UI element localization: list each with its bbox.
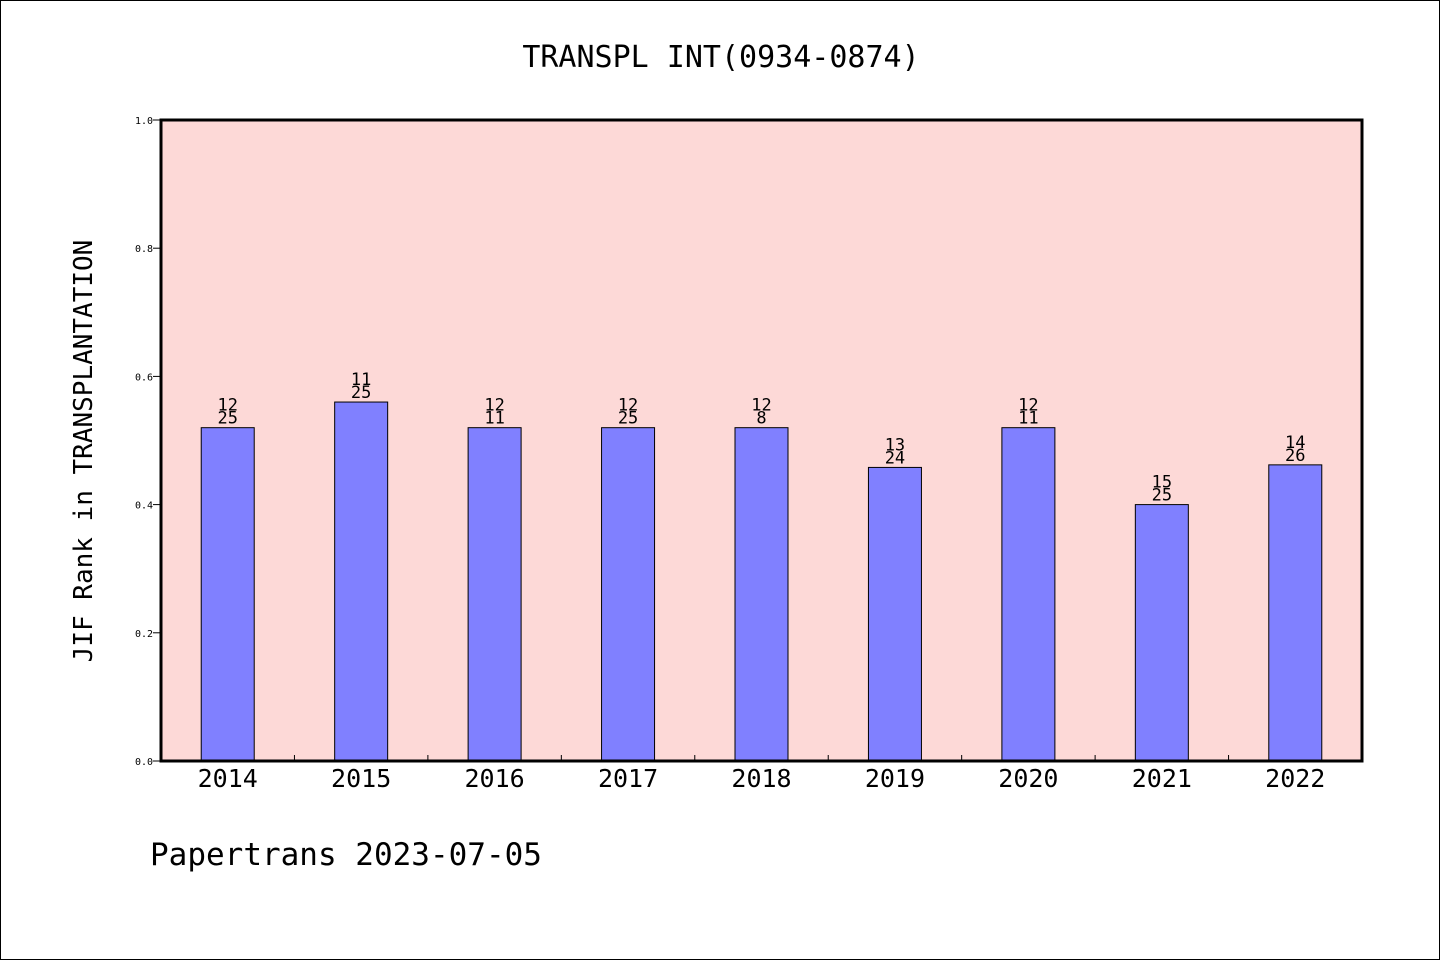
x-tick-label: 2016: [465, 764, 525, 793]
bar-label-top: 11: [351, 370, 371, 390]
x-axis-ticks: 2014 2015 2016 2017 2018 2019 2020 2021 2022: [198, 755, 1325, 793]
bar-2020: [1001, 427, 1056, 762]
x-tick-label: 2017: [598, 764, 658, 793]
bar-2014: [200, 427, 255, 762]
bar-label-bottom: 26: [1285, 446, 1305, 466]
bar-label-bottom: 11: [484, 409, 504, 429]
y-tick-label: 0.4: [135, 501, 153, 512]
bar-label-top: 12: [618, 396, 638, 416]
x-tick-label: 2020: [998, 764, 1058, 793]
x-tick-label: 2018: [731, 764, 791, 793]
bar-2021: [1134, 504, 1189, 762]
bar-label-bottom: 25: [217, 409, 237, 429]
x-tick-label: 2019: [865, 764, 925, 793]
bar-label-bottom: 25: [618, 409, 638, 429]
bar-label-bottom: 25: [1152, 486, 1172, 506]
bar-label-top: 14: [1285, 433, 1305, 453]
y-tick-label: 0.8: [135, 244, 153, 255]
bar-label-top: 15: [1152, 473, 1172, 493]
bar-label-bottom: 8: [756, 409, 766, 429]
bar-2019: [867, 466, 922, 762]
y-tick-label: 0.6: [135, 372, 153, 383]
bar-label-top: 12: [751, 396, 771, 416]
bars: [200, 401, 1323, 762]
x-tick-label: 2022: [1265, 764, 1325, 793]
bar-label-top: 12: [1018, 396, 1038, 416]
bar-2016: [467, 427, 522, 762]
bar-2015: [334, 401, 389, 762]
bar-label-bottom: 11: [1018, 409, 1038, 429]
x-tick-label: 2021: [1132, 764, 1192, 793]
plot-border: [159, 118, 1364, 763]
y-axis-ticks: 0.0 0.2 0.4 0.6 0.8 1.0: [135, 116, 161, 768]
y-tick-label: 1.0: [135, 116, 153, 127]
y-tick-label: 0.0: [135, 757, 153, 768]
bar-label-top: 12: [217, 396, 237, 416]
chart-title: TRANSPL INT(0934-0874): [522, 40, 919, 75]
x-tick-label: 2015: [331, 764, 391, 793]
y-axis-label: JIF Rank in TRANSPLANTATION: [69, 240, 99, 663]
bar-label-top: 12: [484, 396, 504, 416]
bar-2022: [1268, 464, 1323, 762]
footer-text: Papertrans 2023-07-05: [150, 837, 542, 873]
bar-label-bottom: 24: [885, 448, 905, 468]
y-tick-label: 0.2: [135, 629, 153, 640]
bar-label-bottom: 25: [351, 383, 371, 403]
bar-2018: [734, 427, 789, 762]
bar-label-top: 13: [885, 435, 905, 455]
bar-2017: [601, 427, 656, 762]
x-tick-label: 2014: [198, 764, 258, 793]
